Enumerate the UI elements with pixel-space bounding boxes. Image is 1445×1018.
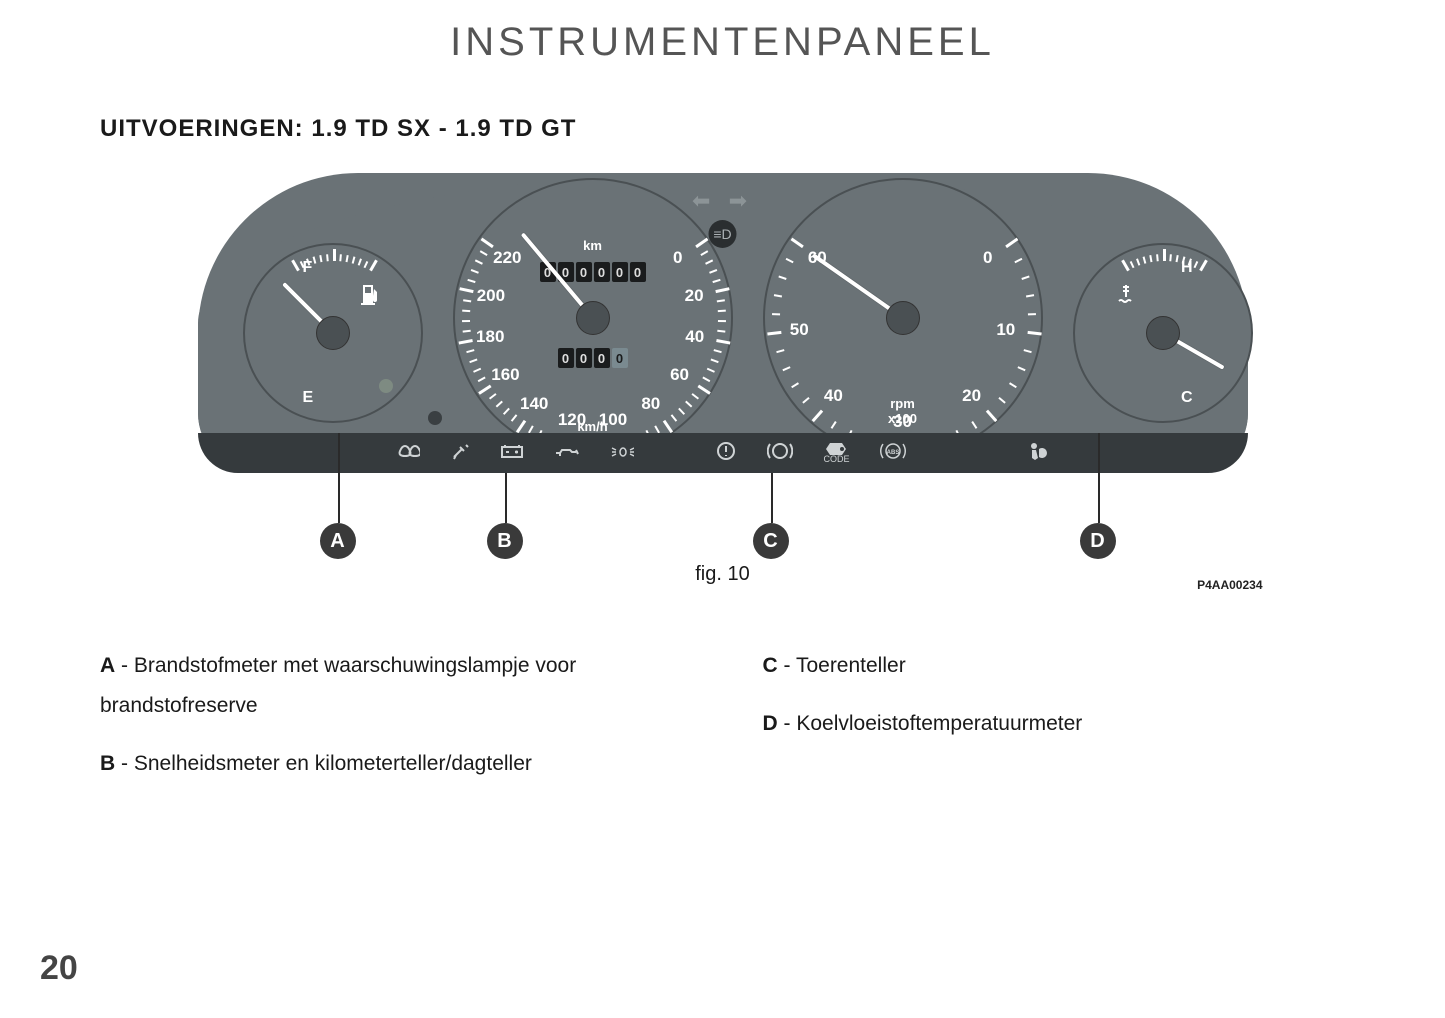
airbag-warning-icon [1026,441,1048,466]
legend-item-c: C - Toerenteller [763,646,1346,686]
tachometer: rpm x100 0102030405060 [763,178,1043,458]
coolant-temp-gauge: H C [1073,243,1253,423]
callout-label-d: D [1080,523,1116,559]
temp-hot-label: H [1181,259,1193,277]
center-indicator-group: ⬅ ➡ ≡D [692,188,753,248]
page-title: INSTRUMENTENPANEEL [0,20,1445,65]
high-beam-icon: ≡D [709,220,737,248]
legend-item-d: D - Koelvloeistoftemperatuurmeter [763,704,1346,744]
legend-item-b: B - Snelheidsmeter en kilometerteller/da… [100,744,683,784]
page-number: 20 [40,949,78,988]
warning-dot [428,411,442,425]
warning-light-strip: CODE ABS [198,433,1248,473]
handbrake-warning-icon [715,440,737,467]
callout-label-b: B [487,523,523,559]
callout-label-a: A [320,523,356,559]
trip-meter: 0000 [558,348,628,368]
figure: F E km 000000 0000 km/h 0204060801001201… [173,173,1273,586]
fuel-full-label: F [303,259,313,277]
temp-hub [1146,316,1180,350]
battery-warning-icon [500,443,524,464]
exterior-light-icon [610,443,634,464]
right-turn-indicator-icon: ➡ [729,188,753,213]
callout-line-d [1098,433,1100,523]
coolant-temp-icon [1117,283,1135,310]
callout-line-c [771,473,773,523]
figure-caption: fig. 10 [173,563,1273,586]
callout-label-c: C [753,523,789,559]
injector-warning-icon [450,441,470,466]
svg-text:ABS: ABS [886,450,899,456]
tacho-hub [886,301,920,335]
speedo-hub [576,301,610,335]
temp-cold-label: C [1181,389,1193,407]
fuel-empty-label: E [303,389,314,407]
callout-line-b [505,473,507,523]
oil-warning-icon [554,443,580,464]
callout-line-a [338,433,340,523]
legend: A - Brandstofmeter met waarschuwingslamp… [100,646,1345,784]
tacho-unit-rpm: rpm [888,397,917,411]
image-id: P4AA00234 [1197,578,1262,592]
fuel-gauge: F E [243,243,423,423]
left-turn-indicator-icon: ⬅ [692,188,716,213]
instrument-cluster: F E km 000000 0000 km/h 0204060801001201… [198,173,1248,473]
glow-plug-icon [398,443,420,464]
fuel-reserve-warning-dot [379,379,393,393]
code-warning-icon: CODE [823,443,849,464]
speedo-unit-top: km [583,238,602,253]
legend-item-a: A - Brandstofmeter met waarschuwingslamp… [100,646,683,726]
fuel-hub [316,316,350,350]
brake-warning-icon [767,440,793,467]
fuel-pump-icon [361,283,381,310]
abs-warning-icon: ABS [880,440,906,467]
page-subtitle: UITVOERINGEN: 1.9 TD SX - 1.9 TD GT [100,115,1445,143]
speedometer: km 000000 0000 km/h 02040608010012014016… [453,178,733,458]
